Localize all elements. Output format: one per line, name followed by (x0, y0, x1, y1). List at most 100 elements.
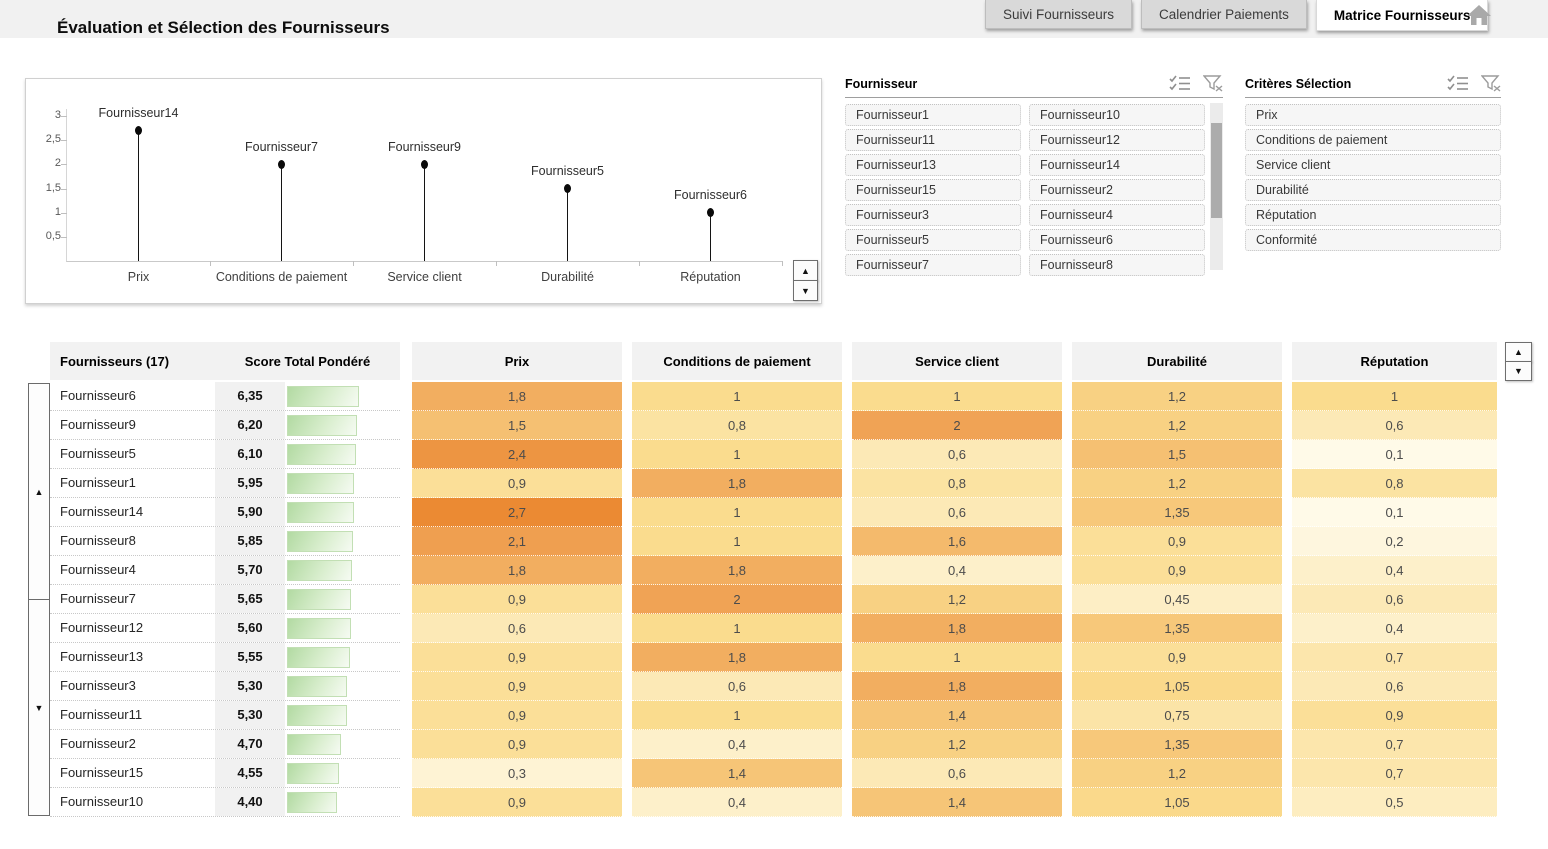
data-point-dot[interactable] (421, 159, 428, 169)
heatmap-cell[interactable]: 0,9 (412, 730, 622, 759)
heatmap-cell[interactable]: 0,2 (1292, 527, 1497, 556)
supplier-name-cell[interactable]: Fournisseur4 (60, 562, 136, 577)
heatmap-cell[interactable]: 1,8 (632, 469, 842, 498)
heatmap-cell[interactable]: 0,6 (852, 498, 1062, 527)
table-right-scroll-down-icon[interactable]: ▼ (1505, 361, 1532, 381)
heatmap-cell[interactable]: 1 (632, 498, 842, 527)
heatmap-cell[interactable]: 1,2 (852, 730, 1062, 759)
heatmap-cell[interactable]: 0,6 (632, 672, 842, 701)
heatmap-cell[interactable]: 0,3 (412, 759, 622, 788)
heatmap-cell[interactable]: 1,8 (412, 382, 622, 411)
listbox-item-fournisseur14[interactable]: Fournisseur14 (1029, 154, 1205, 176)
heatmap-cell[interactable]: 0,9 (1292, 701, 1497, 730)
listbox-item-prix[interactable]: Prix (1245, 104, 1501, 126)
heatmap-cell[interactable]: 0,6 (1292, 672, 1497, 701)
chart-scroll-up-icon[interactable]: ▲ (793, 260, 818, 281)
home-button[interactable] (1460, 0, 1494, 30)
heatmap-cell[interactable]: 1,8 (632, 643, 842, 672)
heatmap-cell[interactable]: 1,35 (1072, 730, 1282, 759)
heatmap-cell[interactable]: 1,8 (852, 614, 1062, 643)
heatmap-cell[interactable]: 2 (852, 411, 1062, 440)
data-point-dot[interactable] (707, 207, 714, 217)
heatmap-cell[interactable]: 0,9 (1072, 527, 1282, 556)
heatmap-cell[interactable]: 1,8 (412, 556, 622, 585)
heatmap-cell[interactable]: 0,4 (632, 730, 842, 759)
heatmap-cell[interactable]: 0,8 (1292, 469, 1497, 498)
heatmap-cell[interactable]: 1 (632, 527, 842, 556)
listbox-item-fournisseur8[interactable]: Fournisseur8 (1029, 254, 1205, 276)
select-possible-icon[interactable] (1447, 75, 1469, 95)
heatmap-cell[interactable]: 1,5 (1072, 440, 1282, 469)
fournisseur-listbox-scrollbar[interactable] (1210, 103, 1223, 270)
heatmap-cell[interactable]: 1,35 (1072, 614, 1282, 643)
listbox-item-fournisseur12[interactable]: Fournisseur12 (1029, 129, 1205, 151)
heatmap-cell[interactable]: 0,4 (1292, 614, 1497, 643)
heatmap-cell[interactable]: 0,75 (1072, 701, 1282, 730)
listbox-item-durabilite[interactable]: Durabilité (1245, 179, 1501, 201)
data-point-dot[interactable] (278, 159, 285, 169)
table-right-scroll-up-icon[interactable]: ▲ (1505, 342, 1532, 362)
supplier-name-cell[interactable]: Fournisseur2 (60, 736, 136, 751)
supplier-name-cell[interactable]: Fournisseur6 (60, 388, 136, 403)
heatmap-cell[interactable]: 1,35 (1072, 498, 1282, 527)
heatmap-cell[interactable]: 1 (632, 614, 842, 643)
heatmap-cell[interactable]: 1,2 (1072, 382, 1282, 411)
heatmap-cell[interactable]: 0,6 (1292, 411, 1497, 440)
heatmap-cell[interactable]: 2,7 (412, 498, 622, 527)
supplier-name-cell[interactable]: Fournisseur5 (60, 446, 136, 461)
heatmap-cell[interactable]: 0,6 (852, 440, 1062, 469)
heatmap-cell[interactable]: 0,9 (412, 672, 622, 701)
heatmap-cell[interactable]: 1,4 (632, 759, 842, 788)
fournisseur-scrollbar-thumb[interactable] (1211, 123, 1222, 218)
listbox-item-fournisseur15[interactable]: Fournisseur15 (845, 179, 1021, 201)
heatmap-cell[interactable]: 0,1 (1292, 440, 1497, 469)
heatmap-cell[interactable]: 0,5 (1292, 788, 1497, 817)
supplier-name-cell[interactable]: Fournisseur13 (60, 649, 144, 664)
listbox-item-fournisseur3[interactable]: Fournisseur3 (845, 204, 1021, 226)
listbox-item-fournisseur13[interactable]: Fournisseur13 (845, 154, 1021, 176)
supplier-name-cell[interactable]: Fournisseur7 (60, 591, 136, 606)
heatmap-cell[interactable]: 0,9 (1072, 556, 1282, 585)
table-scroll-down-icon[interactable]: ▼ (28, 599, 50, 816)
clear-filter-icon[interactable] (1202, 75, 1223, 95)
heatmap-cell[interactable]: 1,2 (852, 585, 1062, 614)
heatmap-cell[interactable]: 1,8 (852, 672, 1062, 701)
heatmap-cell[interactable]: 1,5 (412, 411, 622, 440)
heatmap-cell[interactable]: 0,4 (852, 556, 1062, 585)
heatmap-cell[interactable]: 1,6 (852, 527, 1062, 556)
listbox-item-fournisseur4[interactable]: Fournisseur4 (1029, 204, 1205, 226)
listbox-item-service-client[interactable]: Service client (1245, 154, 1501, 176)
supplier-name-cell[interactable]: Fournisseur9 (60, 417, 136, 432)
heatmap-cell[interactable]: 0,1 (1292, 498, 1497, 527)
heatmap-cell[interactable]: 1 (1292, 382, 1497, 411)
chart-scroll-down-icon[interactable]: ▼ (793, 280, 818, 301)
heatmap-cell[interactable]: 0,9 (412, 643, 622, 672)
heatmap-cell[interactable]: 1,05 (1072, 788, 1282, 817)
supplier-name-cell[interactable]: Fournisseur15 (60, 765, 144, 780)
supplier-name-cell[interactable]: Fournisseur1 (60, 475, 136, 490)
heatmap-cell[interactable]: 1 (852, 643, 1062, 672)
data-point-dot[interactable] (135, 125, 142, 135)
heatmap-cell[interactable]: 0,9 (1072, 643, 1282, 672)
heatmap-cell[interactable]: 0,6 (852, 759, 1062, 788)
supplier-name-cell[interactable]: Fournisseur10 (60, 794, 144, 809)
heatmap-cell[interactable]: 1,2 (1072, 469, 1282, 498)
tab-calendrier-paiements[interactable]: Calendrier Paiements (1141, 0, 1307, 29)
heatmap-cell[interactable]: 1 (632, 382, 842, 411)
heatmap-cell[interactable]: 0,9 (412, 701, 622, 730)
heatmap-cell[interactable]: 1,8 (632, 556, 842, 585)
heatmap-cell[interactable]: 0,6 (1292, 585, 1497, 614)
heatmap-cell[interactable]: 1,4 (852, 701, 1062, 730)
tab-matrice-fournisseurs[interactable]: Matrice Fournisseurs (1315, 0, 1489, 31)
table-scroll-up-icon[interactable]: ▲ (28, 383, 50, 600)
heatmap-cell[interactable]: 1 (632, 701, 842, 730)
supplier-name-cell[interactable]: Fournisseur3 (60, 678, 136, 693)
listbox-item-conformite[interactable]: Conformité (1245, 229, 1501, 251)
clear-filter-icon[interactable] (1480, 75, 1501, 95)
listbox-item-fournisseur2[interactable]: Fournisseur2 (1029, 179, 1205, 201)
listbox-item-fournisseur6[interactable]: Fournisseur6 (1029, 229, 1205, 251)
heatmap-cell[interactable]: 1 (852, 382, 1062, 411)
listbox-item-conditions-de-paiement[interactable]: Conditions de paiement (1245, 129, 1501, 151)
heatmap-cell[interactable]: 0,4 (632, 788, 842, 817)
heatmap-cell[interactable]: 0,8 (852, 469, 1062, 498)
